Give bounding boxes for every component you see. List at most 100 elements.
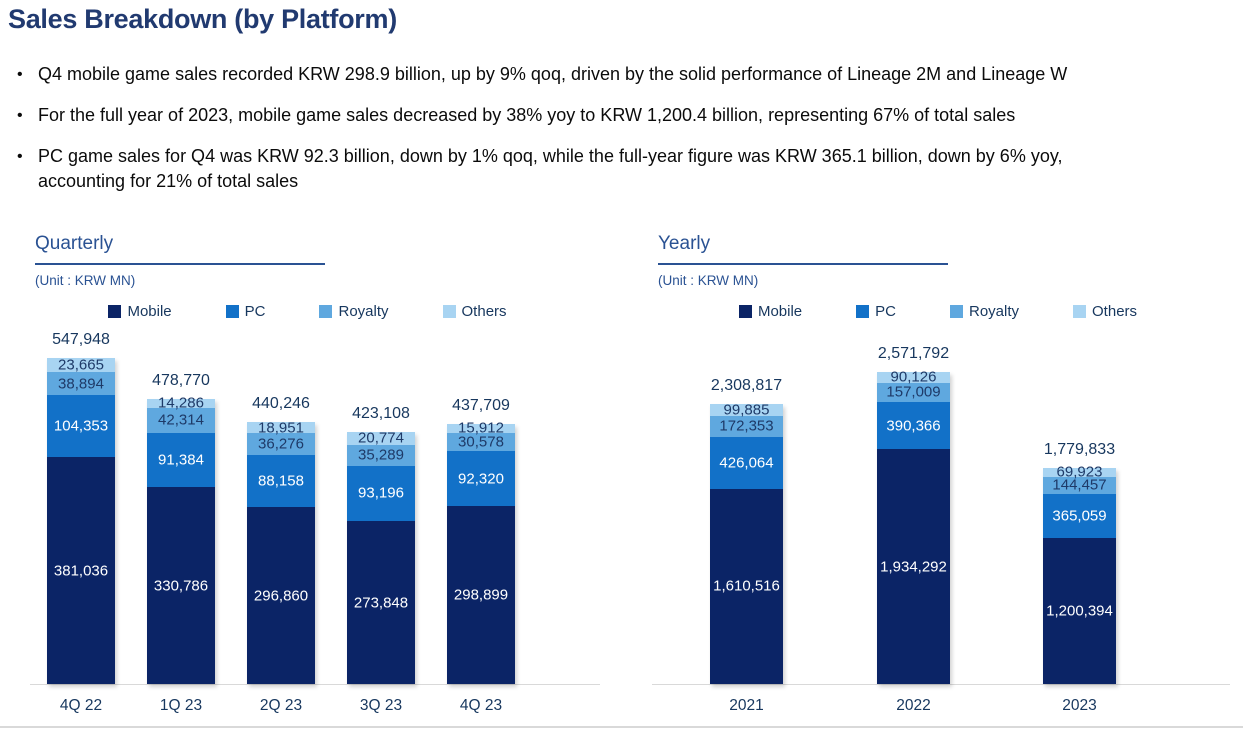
legend-chip-pc-icon — [225, 305, 239, 318]
bar-segment-pc: 390,366 — [877, 402, 950, 450]
bar-segment-others: 20,774 — [347, 429, 415, 447]
segment-value-label: 381,036 — [53, 562, 109, 580]
segment-value-label: 426,064 — [719, 454, 774, 472]
bar-total-label: 423,108 — [352, 405, 410, 423]
legend-item: Mobile — [738, 303, 803, 320]
bar-segment-mobile: 273,848 — [347, 521, 415, 684]
legend-chip-pc-icon — [856, 305, 870, 318]
bar-segment-pc: 104,353 — [47, 395, 115, 458]
bar-segment-mobile: 1,934,292 — [877, 449, 950, 684]
segment-value-label: 330,786 — [153, 577, 209, 595]
bar-group: 1,200,394 365,059 144,457 69,923 1,779,833 20… — [1043, 441, 1116, 714]
segment-value-label: 14,286 — [158, 394, 204, 412]
segment-value-label: 42,314 — [158, 411, 204, 429]
bar-segment-mobile: 298,899 — [447, 506, 515, 684]
yearly-chart-header: Yearly — [658, 233, 948, 265]
segment-value-label: 90,126 — [890, 368, 937, 386]
x-axis-label: 4Q 23 — [459, 697, 503, 714]
quarterly-unit-label: (Unit : KRW MN) — [35, 273, 136, 288]
page-title: Sales Breakdown (by Platform) — [8, 4, 397, 34]
bar-segment-pc: 365,059 — [1043, 494, 1116, 539]
bullet-list: Q4 mobile game sales recorded KRW 298.9 … — [14, 62, 1154, 209]
x-axis-label: 4Q 22 — [59, 697, 103, 714]
yearly-legend: Mobile PC Royalty Others — [658, 303, 1218, 320]
bar-segment-pc: 92,320 — [447, 451, 515, 507]
bar-total-label: 2,308,817 — [710, 376, 783, 394]
bar-group: 296,860 88,158 36,276 18,951 440,246 2Q 23 — [247, 395, 315, 714]
segment-value-label: 1,610,516 — [713, 577, 780, 595]
legend-label: Mobile — [127, 303, 172, 320]
bar-segment-royalty: 30,578 — [447, 433, 515, 452]
segment-value-label: 15,912 — [458, 419, 504, 437]
bar-segment-others: 69,923 — [1043, 464, 1116, 481]
legend-item: Mobile — [108, 303, 172, 320]
segment-value-label: 298,899 — [453, 586, 509, 604]
segment-value-label: 88,158 — [258, 472, 304, 490]
bar-segment-mobile: 330,786 — [147, 487, 215, 684]
bar-segment-royalty: 36,276 — [247, 433, 315, 455]
legend-chip-mobile-icon — [108, 305, 122, 318]
segment-value-label: 20,774 — [358, 429, 404, 447]
bottom-divider — [0, 726, 1243, 728]
legend-label: Royalty — [968, 303, 1020, 320]
bar-segment-others: 99,885 — [710, 401, 783, 418]
legend-chip-others-icon — [1073, 305, 1087, 318]
legend-label: Mobile — [757, 303, 803, 320]
segment-value-label: 36,276 — [258, 435, 304, 453]
x-axis-label: 2Q 23 — [259, 697, 303, 714]
bar-segment-others: 18,951 — [247, 419, 315, 436]
bullet-item: Q4 mobile game sales recorded KRW 298.9 … — [14, 62, 1154, 87]
bar-segment-pc: 88,158 — [247, 454, 315, 508]
x-axis-label: 2023 — [1062, 697, 1097, 714]
segment-value-label: 104,353 — [53, 417, 109, 435]
bar-group: 273,848 93,196 35,289 20,774 423,108 3Q 23 — [347, 405, 415, 714]
legend-label: Others — [1092, 303, 1138, 320]
x-axis-label: 2022 — [896, 697, 931, 714]
legend-item: Royalty — [949, 303, 1020, 320]
x-axis-label: 2021 — [729, 697, 764, 714]
bar-segment-pc: 426,064 — [710, 436, 783, 489]
bar-total-label: 1,779,833 — [1043, 441, 1116, 459]
bar-segment-mobile: 1,610,516 — [710, 488, 783, 684]
segment-value-label: 1,934,292 — [880, 558, 947, 576]
legend-label: Royalty — [338, 303, 389, 320]
quarterly-legend: Mobile PC Royalty Others — [35, 303, 580, 320]
segment-value-label: 365,059 — [1052, 507, 1107, 525]
bar-segment-royalty: 144,457 — [1043, 476, 1116, 495]
bar-group: 1,610,516 426,064 172,353 99,885 2,308,817 20… — [710, 377, 783, 714]
yearly-unit-label: (Unit : KRW MN) — [658, 273, 759, 288]
segment-value-label: 92,320 — [458, 470, 504, 488]
segment-value-label: 38,894 — [58, 375, 104, 393]
legend-label: Others — [461, 303, 507, 320]
legend-item: Royalty — [319, 303, 389, 320]
bar-segment-others: 23,665 — [47, 356, 115, 374]
segment-value-label: 23,665 — [58, 356, 104, 374]
bar-segment-royalty: 35,289 — [347, 444, 415, 466]
yearly-plot-area: 1,610,516 426,064 172,353 99,885 2,308,817 20… — [652, 330, 1230, 714]
bar-segment-royalty: 42,314 — [147, 407, 215, 433]
bar-total-label: 478,770 — [152, 372, 210, 390]
legend-label: PC — [875, 303, 896, 320]
bar-group: 298,899 92,320 30,578 15,912 437,709 4Q 23 — [447, 397, 515, 714]
legend-item: Others — [442, 303, 507, 320]
legend-label: PC — [244, 303, 266, 320]
segment-value-label: 93,196 — [358, 484, 404, 502]
bar-segment-pc: 93,196 — [347, 465, 415, 522]
bar-segment-mobile: 381,036 — [47, 457, 115, 684]
quarterly-plot-area: 381,036 104,353 38,894 23,665 547,948 4Q 22 33… — [30, 330, 600, 714]
bar-group: 330,786 91,384 42,314 14,286 478,770 1Q 23 — [147, 372, 215, 714]
bar-segment-pc: 91,384 — [147, 432, 215, 488]
bar-group: 381,036 104,353 38,894 23,665 547,948 4Q 22 — [47, 331, 115, 714]
segment-value-label: 91,384 — [158, 451, 204, 469]
segment-value-label: 296,860 — [253, 587, 309, 605]
bar-segment-royalty: 157,009 — [877, 382, 950, 402]
segment-value-label: 1,200,394 — [1046, 602, 1113, 620]
bar-segment-royalty: 172,353 — [710, 416, 783, 437]
legend-chip-royalty-icon — [949, 305, 963, 318]
x-axis-label: 1Q 23 — [159, 697, 203, 714]
bar-total-label: 547,948 — [52, 331, 110, 348]
legend-item: PC — [856, 303, 896, 320]
yearly-chart-title: Yearly — [658, 233, 711, 254]
bar-total-label: 440,246 — [252, 395, 310, 413]
segment-value-label: 144,457 — [1052, 476, 1107, 494]
